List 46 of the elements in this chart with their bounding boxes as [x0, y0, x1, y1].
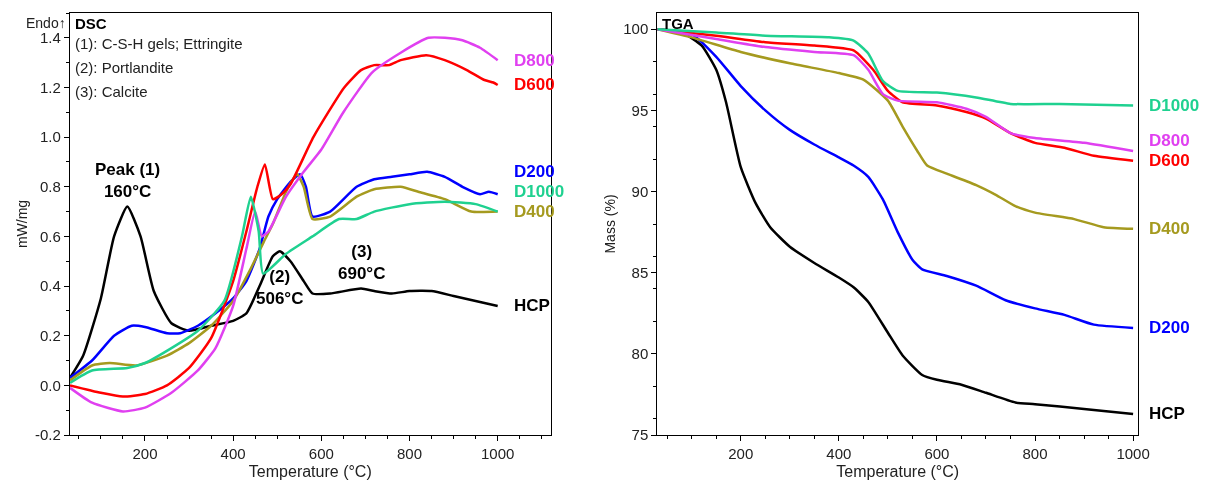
x-tick-label: 1000: [1116, 445, 1150, 463]
y-tick-label: 1.0: [40, 128, 61, 146]
x-tick-label: 200: [132, 445, 158, 463]
x-axis-title: Temperature (°C): [836, 462, 960, 480]
x-tick-label: 800: [396, 445, 423, 463]
series-label: D1000: [1149, 96, 1200, 115]
annotation: (2) 506°C: [256, 267, 304, 309]
y-tick-label: 90: [631, 182, 649, 200]
y-tick-label: 80: [631, 345, 649, 363]
annotation: Peak (1) 160°C: [95, 160, 161, 202]
y-tick-label: 1.4: [40, 29, 61, 47]
x-tick-label: 600: [924, 445, 950, 463]
line-series: [657, 27, 1135, 107]
y-tick-label: 0.8: [40, 178, 61, 196]
x-tick-label: 400: [826, 445, 852, 463]
x-axis-title: Temperature (°C): [248, 462, 372, 480]
y-tick-label: 85: [631, 263, 649, 281]
y-tick-label: 0.6: [40, 227, 61, 245]
x-tick-label: 400: [220, 445, 246, 463]
text: Endo↑: [26, 15, 66, 31]
x-tick-label: 200: [728, 445, 754, 463]
series-label: HCP: [1149, 404, 1185, 423]
y-tick-label: 75: [631, 426, 649, 444]
annotation: (1): C-S-H gels; Ettringite: [75, 35, 243, 52]
series-label: D600: [1149, 151, 1190, 170]
x-tick-label: 800: [1022, 445, 1048, 463]
series-label: HCP: [514, 296, 550, 315]
series-label: D800: [1149, 131, 1190, 150]
x-tick-label: 600: [308, 445, 334, 463]
y-axis-title: mW/mg: [13, 199, 30, 249]
series-label: D200: [1149, 318, 1190, 337]
y-tick-label: 0.2: [40, 326, 61, 344]
y-tick-label: 0.4: [40, 277, 61, 295]
y-axis-title: Mass (%): [601, 194, 618, 254]
annotation: (3) 690°C: [338, 242, 386, 284]
x-tick-label: 1000: [481, 445, 515, 463]
y-tick-label: 1.2: [40, 78, 61, 96]
chart-title: DSC: [75, 15, 107, 32]
y-tick-label: -0.2: [35, 426, 61, 444]
chart-title: TGA: [662, 15, 694, 32]
y-tick-label: 0.0: [40, 376, 61, 394]
y-tick-label: 100: [623, 20, 649, 38]
annotation: (3): Calcite: [75, 83, 148, 100]
annotation: (2): Portlandite: [75, 59, 174, 76]
y-tick-label: 95: [631, 101, 649, 119]
series-label: D400: [1149, 219, 1190, 238]
